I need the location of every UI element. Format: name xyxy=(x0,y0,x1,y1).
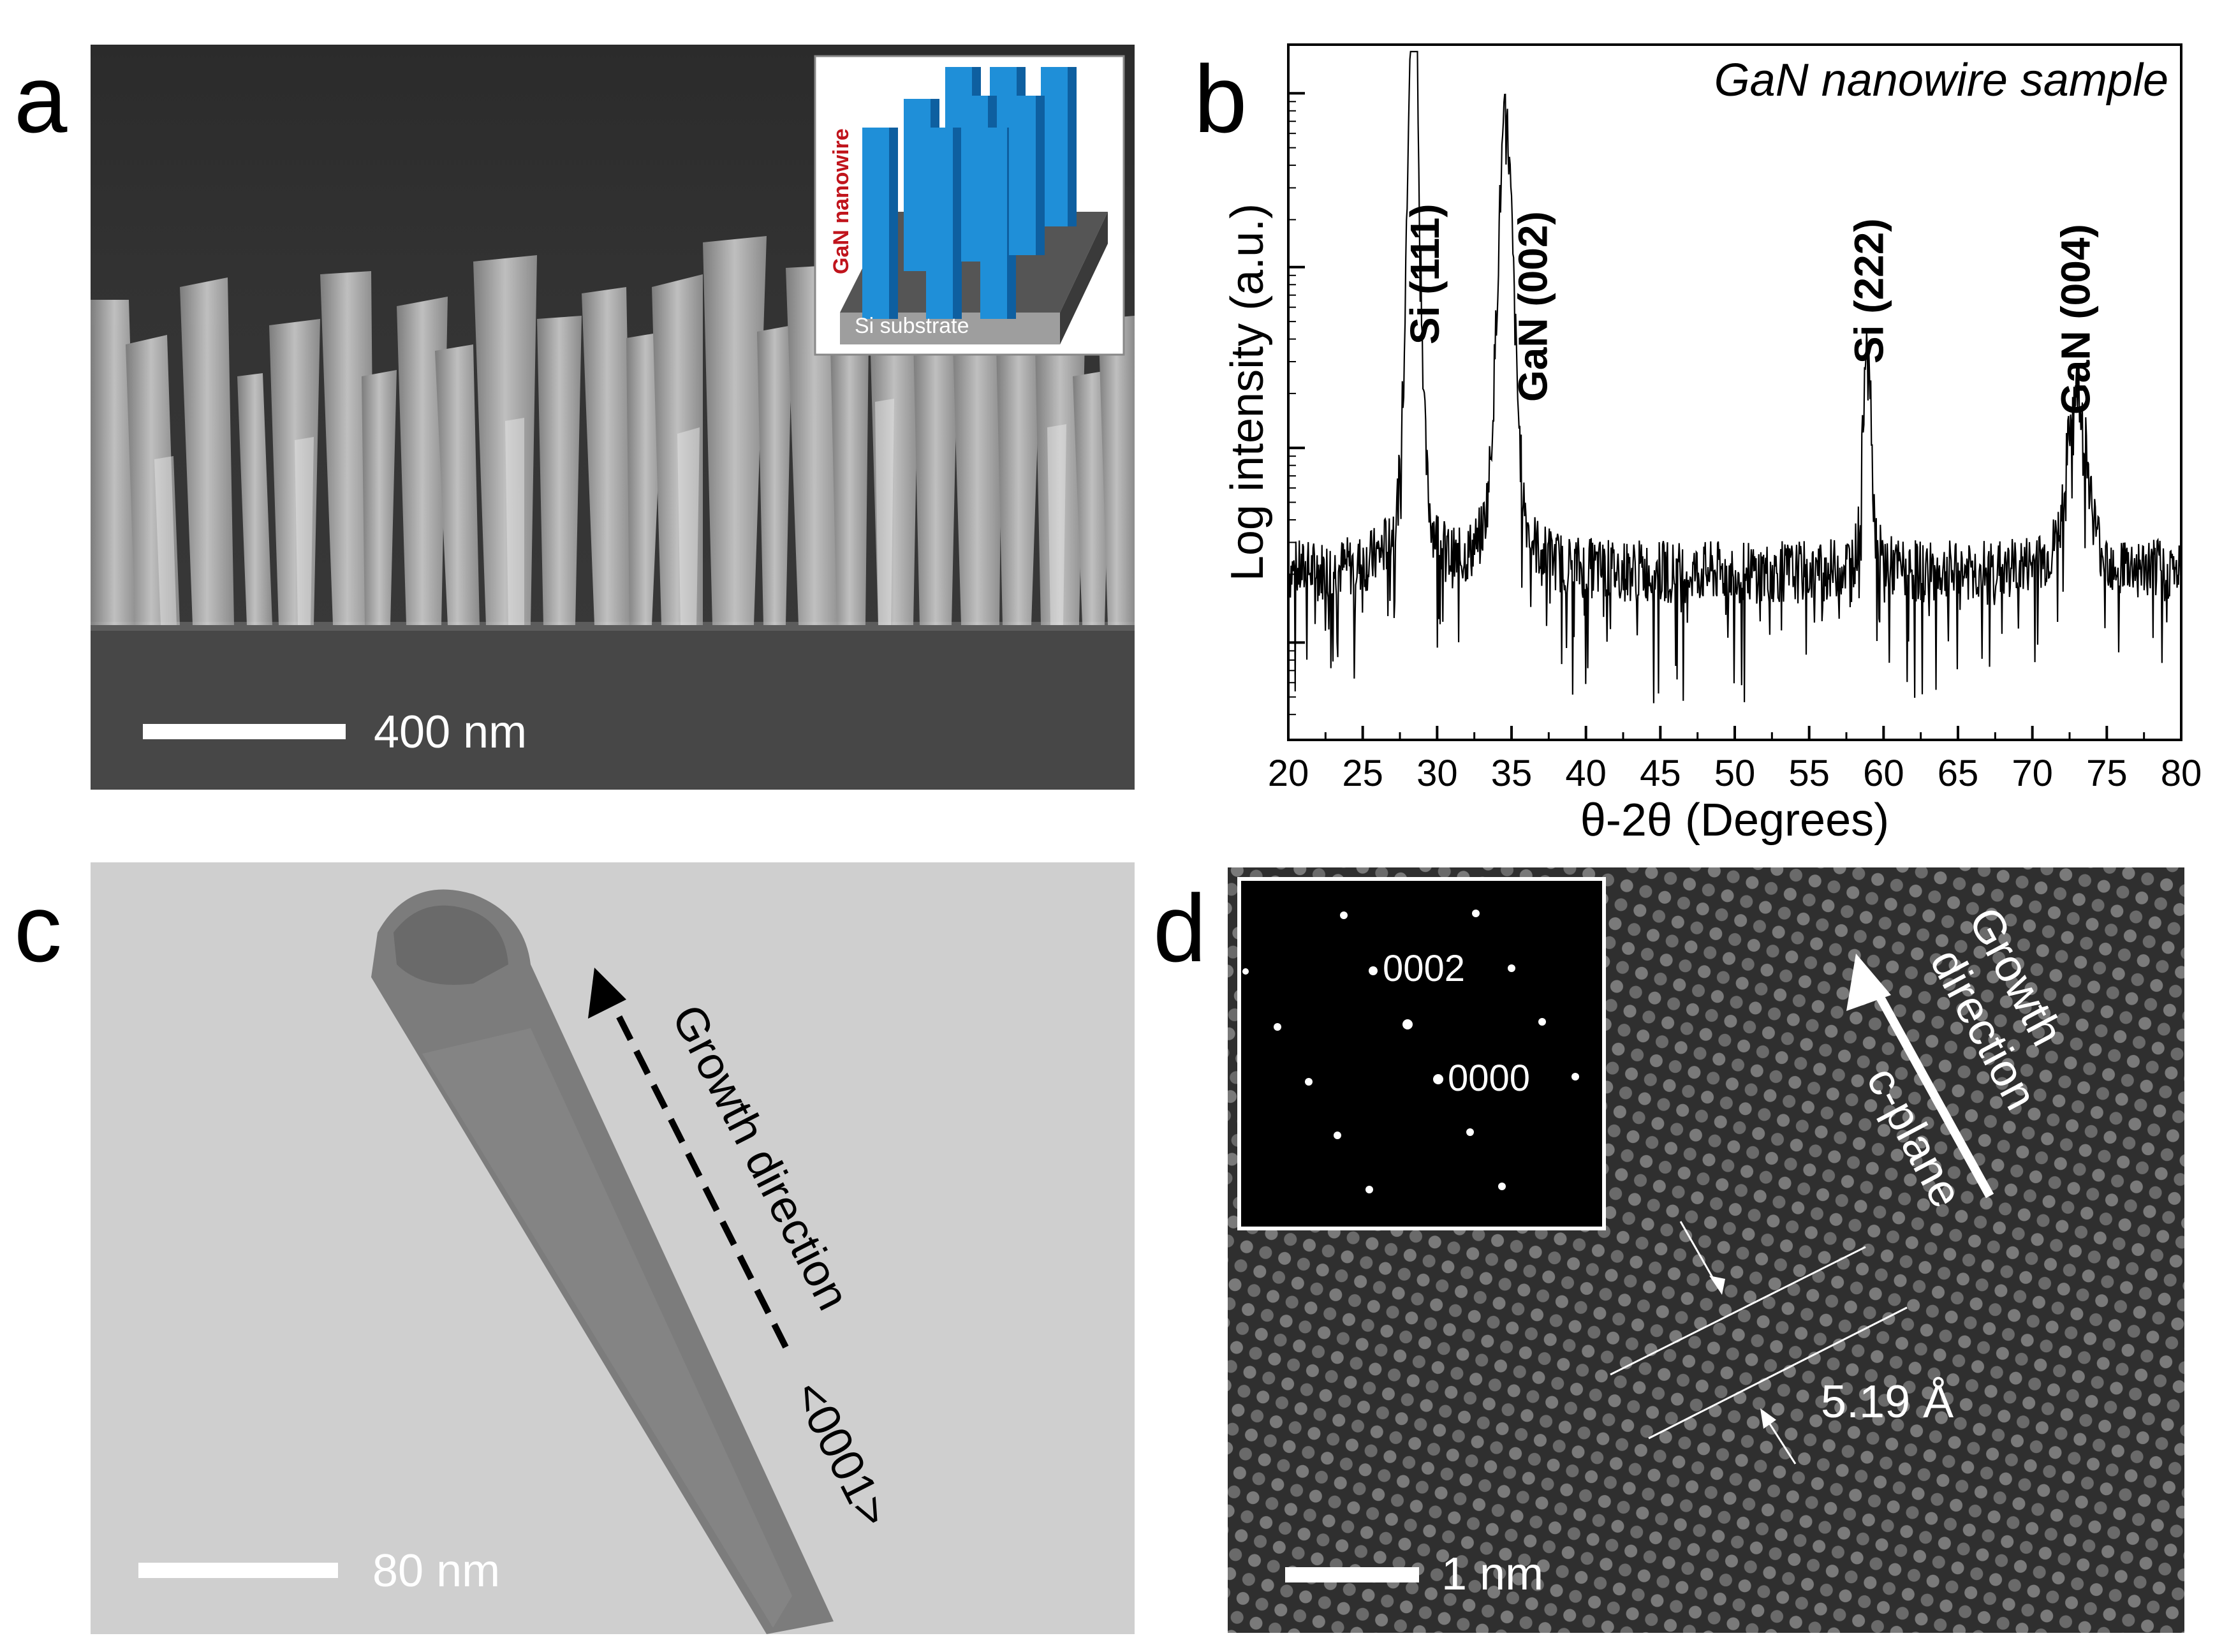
chart-title: GaN nanowire sample xyxy=(1714,55,2168,106)
spot-0002-label: 0002 xyxy=(1383,948,1465,989)
x-tick-label: 50 xyxy=(1714,753,1756,794)
tem-image: Growth direction <0001> 80 nm xyxy=(91,862,1135,1634)
scale-bar-d xyxy=(1285,1567,1419,1582)
spot-0000-label: 0000 xyxy=(1448,1058,1530,1099)
x-tick-label: 70 xyxy=(2012,753,2053,794)
x-tick-label: 60 xyxy=(1863,753,1904,794)
peak-label: Si (111) xyxy=(1402,203,1448,344)
x-axis-label: θ-2θ (Degrees) xyxy=(1580,795,1889,846)
sem-image: GaN nanowire Si substrate 400 nm xyxy=(91,45,1135,790)
peak-label: GaN (002) xyxy=(1510,211,1556,402)
xrd-chart: 20 25 30 35 40 45 50 55 60 65 70 75 80 θ-2θ (Degrees)… xyxy=(1222,43,2200,846)
scale-bar-a xyxy=(143,724,346,739)
panel-letter-d: d xyxy=(1153,874,1207,982)
x-tick-label: 40 xyxy=(1565,753,1607,794)
xrd-series-line xyxy=(1287,50,2182,704)
inset-substrate-label: Si substrate xyxy=(855,314,969,338)
panel-letter-c: c xyxy=(14,874,62,982)
y-axis-label: Log intensity (a.u.) xyxy=(1222,203,1273,581)
schematic-inset: GaN nanowire Si substrate xyxy=(814,55,1125,356)
x-tick-label: 80 xyxy=(2161,753,2200,794)
panel-letter-b: b xyxy=(1194,45,1247,152)
inset-wire-label: GaN nanowire xyxy=(829,128,853,274)
peak-label: Si (222) xyxy=(1846,218,1892,364)
x-tick-label: 75 xyxy=(2086,753,2128,794)
x-tick-label: 35 xyxy=(1491,753,1533,794)
x-tick-label: 30 xyxy=(1417,753,1458,794)
peak-label: GaN (004) xyxy=(2053,224,2099,415)
x-tick-label: 65 xyxy=(1938,753,1979,794)
scale-bar-label-c: 80 nm xyxy=(372,1545,500,1597)
lattice-spacing-label: 5.19 Å xyxy=(1821,1376,1954,1427)
scale-bar-label-a: 400 nm xyxy=(374,707,527,758)
scale-bar-label-d: 1 nm xyxy=(1441,1549,1543,1600)
x-tick-label: 25 xyxy=(1342,753,1383,794)
scale-bar-c xyxy=(138,1563,338,1578)
hrtem-image: 0002 0000 Growth direction c-plane 5.19 … xyxy=(1228,867,2184,1633)
panel-letter-a: a xyxy=(14,45,68,152)
diffraction-inset: 0002 0000 xyxy=(1237,877,1606,1230)
x-tick-label: 45 xyxy=(1640,753,1681,794)
x-tick-label: 55 xyxy=(1788,753,1830,794)
x-tick-label: 20 xyxy=(1268,753,1309,794)
